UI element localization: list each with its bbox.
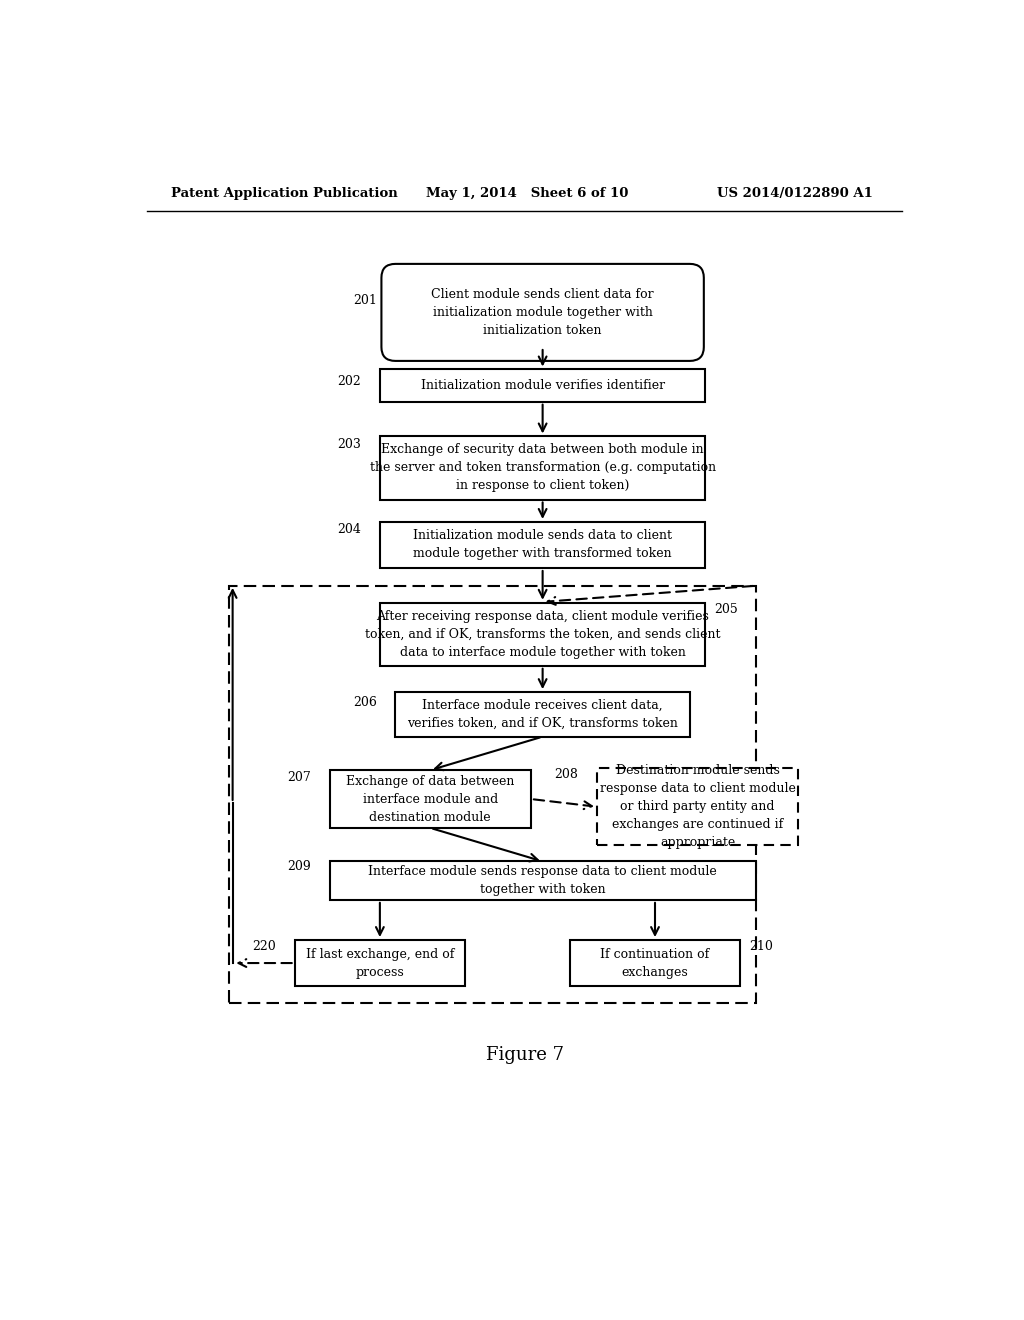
Text: If continuation of
exchanges: If continuation of exchanges <box>600 948 710 978</box>
Bar <box>569 940 740 986</box>
Text: May 1, 2014   Sheet 6 of 10: May 1, 2014 Sheet 6 of 10 <box>426 186 629 199</box>
Text: If last exchange, end of
process: If last exchange, end of process <box>306 948 454 978</box>
Text: Initialization module verifies identifier: Initialization module verifies identifie… <box>421 379 665 392</box>
Bar <box>380 521 706 568</box>
Text: 207: 207 <box>287 771 310 784</box>
Text: 208: 208 <box>554 768 579 781</box>
Text: 202: 202 <box>337 375 361 388</box>
Text: 210: 210 <box>750 940 773 953</box>
FancyBboxPatch shape <box>381 264 703 360</box>
Bar <box>380 437 706 499</box>
Text: 220: 220 <box>252 940 275 953</box>
Text: Exchange of security data between both module in
the server and token transforma: Exchange of security data between both m… <box>370 444 716 492</box>
Text: 205: 205 <box>715 603 738 616</box>
Text: Destination module sends
response data to client module
or third party entity an: Destination module sends response data t… <box>600 764 796 849</box>
Bar <box>330 770 531 828</box>
Bar <box>228 586 756 1003</box>
Bar <box>295 940 465 986</box>
Bar <box>380 603 706 665</box>
Text: Client module sends client data for
initialization module together with
initiali: Client module sends client data for init… <box>431 288 654 337</box>
Text: After receiving response data, client module verifies
token, and if OK, transfor: After receiving response data, client mo… <box>365 610 720 659</box>
Bar <box>395 692 690 737</box>
Bar <box>330 862 756 900</box>
Text: Interface module receives client data,
verifies token, and if OK, transforms tok: Interface module receives client data, v… <box>408 698 678 730</box>
Text: Initialization module sends data to client
module together with transformed toke: Initialization module sends data to clie… <box>413 529 672 561</box>
Text: 206: 206 <box>352 696 377 709</box>
Text: Figure 7: Figure 7 <box>485 1047 564 1064</box>
Text: Exchange of data between
interface module and
destination module: Exchange of data between interface modul… <box>346 775 514 824</box>
Text: Interface module sends response data to client module
together with token: Interface module sends response data to … <box>369 865 717 896</box>
Text: 203: 203 <box>337 438 361 451</box>
Bar <box>380 370 706 401</box>
Text: 204: 204 <box>337 523 361 536</box>
Bar <box>597 768 799 845</box>
Text: 209: 209 <box>287 861 310 874</box>
Text: US 2014/0122890 A1: US 2014/0122890 A1 <box>717 186 872 199</box>
Text: Patent Application Publication: Patent Application Publication <box>171 186 397 199</box>
Text: 201: 201 <box>352 294 377 308</box>
